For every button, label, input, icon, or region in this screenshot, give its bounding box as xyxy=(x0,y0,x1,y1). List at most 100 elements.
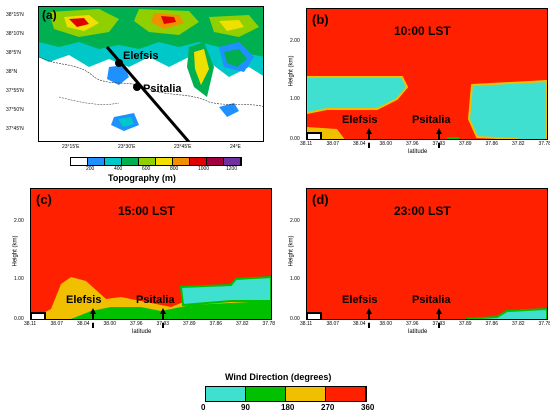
psitalia-marker xyxy=(133,83,141,91)
wind-legend-tick: 180 xyxy=(281,403,295,412)
map-panel-label: (a) xyxy=(42,8,57,22)
y-tick: 1.00 xyxy=(14,276,24,282)
site-arrow xyxy=(366,308,372,314)
wind-swatch xyxy=(286,387,326,401)
site-arrow-stem xyxy=(368,134,370,148)
wind-swatch xyxy=(206,387,246,401)
map-site-psitalia: Psitalia xyxy=(143,83,182,95)
x-tick: 38.11 xyxy=(300,141,313,147)
map-lon-tick: 24°E xyxy=(230,144,241,150)
wind-legend-tick: 0 xyxy=(201,403,206,412)
wind-swatch xyxy=(326,387,366,401)
colorbar-swatch xyxy=(71,158,88,165)
colorbar-tick: 800 xyxy=(170,166,179,172)
cross-section-panel-c: (c) 15:00 LST 2.00 1.00 0.00 Height (km) 38.11… xyxy=(0,180,276,358)
wind-legend-colorbar xyxy=(205,386,367,402)
panel-time: 10:00 LST xyxy=(394,24,451,38)
map-lon-tick: 23°30'E xyxy=(118,144,136,150)
site-arrow xyxy=(436,308,442,314)
y-tick: 0.00 xyxy=(14,316,24,322)
topography-colorbar-title: Topography (m) xyxy=(108,173,176,183)
colorbar-swatch xyxy=(156,158,173,165)
x-tick: 38.04 xyxy=(77,321,90,327)
map-lat-tick: 38°5'N xyxy=(6,50,21,56)
x-tick: 37.82 xyxy=(512,141,525,147)
easterly-region xyxy=(466,307,547,319)
colorbar-tick: 1000 xyxy=(198,166,210,172)
site-arrow-stem xyxy=(92,314,94,328)
x-tick: 37.96 xyxy=(406,321,419,327)
wind-cross-section-plot xyxy=(306,8,548,140)
easterly-region xyxy=(179,275,271,307)
site-arrow-stem xyxy=(162,314,164,328)
panel-label: (b) xyxy=(312,12,329,27)
x-tick: 37.82 xyxy=(236,321,249,327)
wind-legend-tick: 90 xyxy=(241,403,250,412)
y-axis-label: Height (km) xyxy=(288,235,295,267)
x-tick: 38.00 xyxy=(379,321,393,327)
y-tick: 2.00 xyxy=(14,218,24,224)
x-tick: 38.11 xyxy=(24,321,37,327)
x-tick: 37.89 xyxy=(459,321,472,327)
panel-time: 15:00 LST xyxy=(118,204,175,218)
x-axis-label: latitude xyxy=(408,329,428,335)
wind-cross-section-plot xyxy=(306,188,548,320)
x-axis-label: latitude xyxy=(408,149,428,155)
x-tick: 38.11 xyxy=(300,321,313,327)
x-tick: 37.78 xyxy=(262,321,276,327)
colorbar-swatch xyxy=(105,158,122,165)
colorbar-swatch xyxy=(139,158,156,165)
map-lat-tick: 38°10'N xyxy=(6,31,24,37)
x-tick: 37.78 xyxy=(538,321,550,327)
easterly-region xyxy=(467,79,547,139)
map-lat-tick: 37°50'N xyxy=(6,107,24,113)
x-tick: 37.89 xyxy=(183,321,196,327)
y-axis-label: Height (km) xyxy=(288,55,295,87)
x-tick: 37.78 xyxy=(538,141,550,147)
x-axis-label: latitude xyxy=(132,329,152,335)
westerly-region xyxy=(447,137,460,139)
cross-section-panel-b: (b) 10:00 LST 2.00 1.00 0.00 Height (km) 38.11… xyxy=(276,0,550,178)
colorbar-swatch xyxy=(224,158,241,165)
x-tick: 38.00 xyxy=(103,321,117,327)
map-lat-tick: 38°15'N xyxy=(6,12,24,18)
site-elefsis: Elefsis xyxy=(342,294,378,306)
colorbar-tick: 200 xyxy=(86,166,95,172)
topography-colorbar xyxy=(70,157,242,166)
site-arrow-stem xyxy=(438,314,440,328)
x-tick: 38.00 xyxy=(379,141,393,147)
colorbar-swatch xyxy=(190,158,207,165)
terrain-block xyxy=(307,132,322,139)
wind-legend-title: Wind Direction (degrees) xyxy=(225,372,332,382)
y-tick: 1.00 xyxy=(290,96,300,102)
x-tick: 38.04 xyxy=(353,321,366,327)
map-lon-tick: 23°45'E xyxy=(174,144,192,150)
cross-section-panel-d: (d) 23:00 LST 2.00 1.00 0.00 Height (km) 38.11… xyxy=(276,180,550,358)
x-tick: 38.04 xyxy=(353,141,366,147)
westerly-region xyxy=(71,301,271,319)
wind-legend-tick: 270 xyxy=(321,403,335,412)
y-tick: 1.00 xyxy=(290,276,300,282)
site-psitalia: Psitalia xyxy=(136,294,175,306)
colorbar-swatch xyxy=(122,158,139,165)
panel-label: (c) xyxy=(36,192,52,207)
site-arrow xyxy=(436,128,442,134)
wind-direction-legend: Wind Direction (degrees) 0 90 180 270 360 xyxy=(195,372,375,416)
y-tick: 0.00 xyxy=(290,136,300,142)
x-tick: 37.96 xyxy=(406,141,419,147)
x-tick: 38.07 xyxy=(326,321,340,327)
colorbar-swatch xyxy=(207,158,224,165)
map-lat-tick: 38°N xyxy=(6,69,18,75)
terrain-block xyxy=(307,312,322,319)
x-tick: 37.82 xyxy=(512,321,525,327)
panel-time: 23:00 LST xyxy=(394,204,451,218)
colorbar-swatch xyxy=(173,158,190,165)
map-lon-tick: 23°15'E xyxy=(62,144,80,150)
site-elefsis: Elefsis xyxy=(66,294,102,306)
site-arrow-stem xyxy=(438,134,440,148)
panel-label: (d) xyxy=(312,192,329,207)
colorbar-tick: 600 xyxy=(142,166,151,172)
site-arrow xyxy=(160,308,166,314)
wind-swatch xyxy=(246,387,286,401)
map-site-elefsis: Elefsis xyxy=(123,50,159,62)
